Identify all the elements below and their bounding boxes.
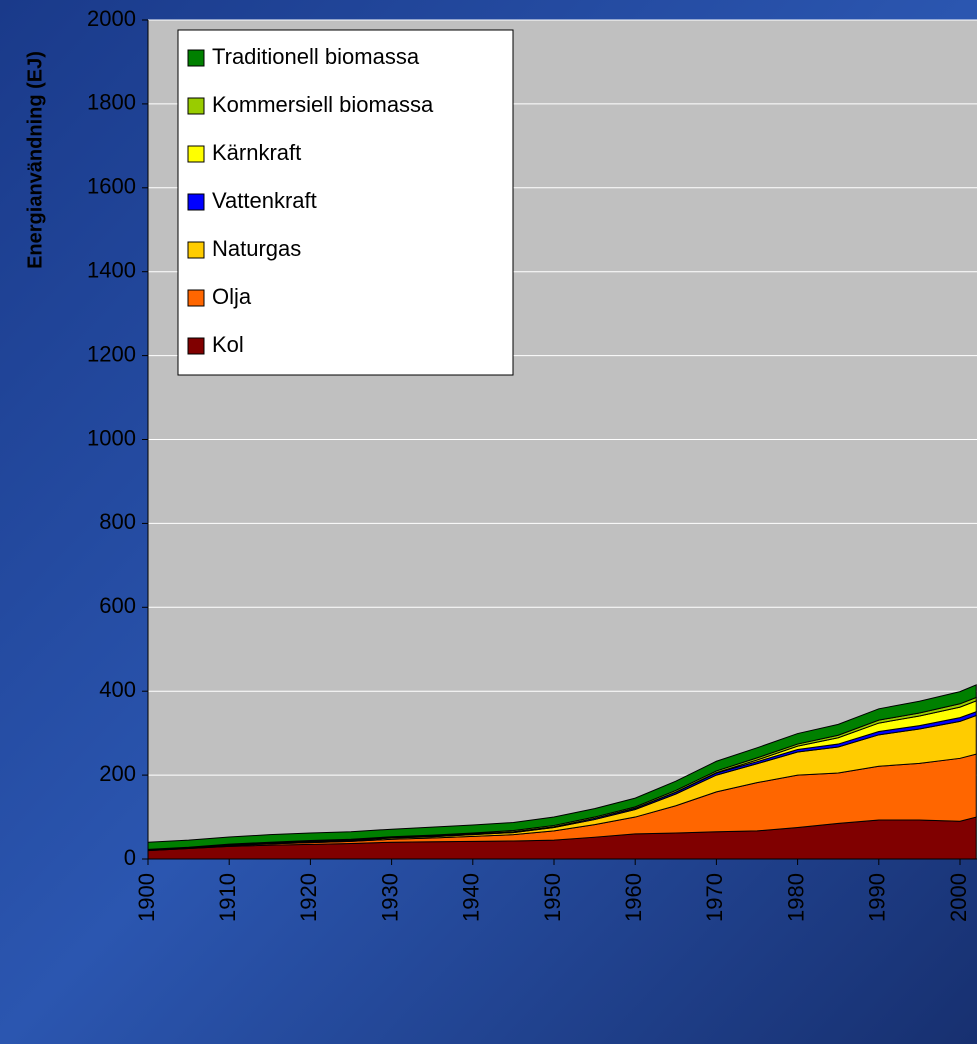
area — [147, 684, 977, 850]
legend-label: Olja — [212, 284, 252, 309]
x-tick-label: 1950 — [540, 873, 565, 922]
y-tick-label: 1000 — [87, 425, 136, 450]
y-tick-label: 600 — [99, 593, 136, 618]
x-tick-label: 1930 — [377, 873, 402, 922]
legend-swatch — [187, 193, 205, 211]
x-tick-label: 1940 — [459, 873, 484, 922]
legend-swatch — [187, 97, 205, 115]
legend-label: Traditionell biomassa — [212, 44, 420, 69]
x-tick-label: 1920 — [296, 873, 321, 922]
x-tick-label: 2000 — [946, 873, 971, 922]
legend-swatch — [187, 289, 205, 307]
x-tick-label: 1970 — [702, 873, 727, 922]
legend-label: Kol — [212, 332, 244, 357]
legend-label: Kommersiell biomassa — [212, 92, 434, 117]
y-tick-label: 0 — [124, 845, 136, 870]
y-tick-label: 400 — [99, 677, 136, 702]
legend: Traditionell biomassa Kommersiell biomass… — [177, 29, 514, 376]
x-tick-label: 1980 — [783, 873, 808, 922]
x-tick-label: 1910 — [215, 873, 240, 922]
legend-swatch — [187, 337, 205, 355]
x-tick-label: 1900 — [134, 873, 159, 922]
legend-label: Kärnkraft — [212, 140, 301, 165]
legend-swatch — [187, 241, 205, 259]
x-tick-label: 1960 — [621, 873, 646, 922]
y-tick-label: 1200 — [87, 341, 136, 366]
y-tick-label: 1400 — [87, 258, 136, 283]
x-tick-label: 1990 — [865, 873, 890, 922]
legend-swatch — [187, 145, 205, 163]
y-tick-label: 2000 — [87, 6, 136, 31]
y-tick-label: 1600 — [87, 174, 136, 199]
y-tick-label: 200 — [99, 761, 136, 786]
y-axis-label: Energianvändning (EJ) — [24, 51, 46, 269]
legend-swatch — [187, 49, 205, 67]
legend-label: Vattenkraft — [212, 188, 317, 213]
y-tick-label: 800 — [99, 509, 136, 534]
legend-box — [177, 29, 514, 376]
y-tick-label: 1800 — [87, 90, 136, 115]
legend-label: Naturgas — [212, 236, 301, 261]
